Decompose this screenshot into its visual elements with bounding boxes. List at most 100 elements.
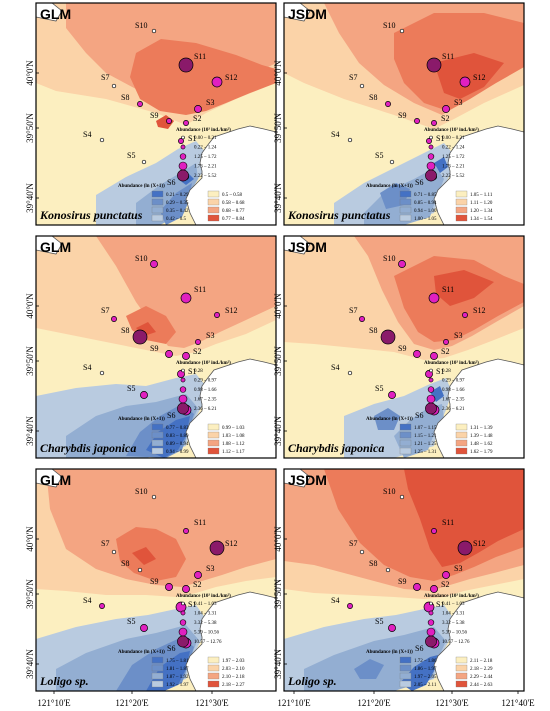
station-s2-label: S2 <box>193 114 201 123</box>
land-area-northwest <box>36 469 63 488</box>
fill-legend-label-3: 0.89 – 0.94 <box>166 442 189 447</box>
circle-legend-label-4: 5.39 – 10.56 <box>194 631 220 636</box>
fill-legend-swatch-1 <box>151 423 164 431</box>
station-s5-label: S5 <box>127 384 135 393</box>
station-s6-label: S6 <box>167 178 175 187</box>
y-tick-label-3-1-3: 39°40'N <box>25 649 35 679</box>
fill-legend-swatch-7 <box>207 439 220 447</box>
station-s10-marker <box>399 494 405 500</box>
fill-legend-label-8: 1.12 – 1.17 <box>222 450 245 455</box>
y-tick-label-2-2-2: 39°50'N <box>273 346 283 376</box>
station-s11-marker <box>428 292 440 304</box>
station-s9-marker <box>165 583 173 591</box>
station-s1-label: S1 <box>188 134 196 143</box>
fill-legend-swatch-8 <box>207 447 220 455</box>
model-label: GLM <box>40 472 71 488</box>
station-s11-marker <box>180 292 192 304</box>
circle-legend-label-2: 0.22 – 1.24 <box>194 146 217 151</box>
circle-legend-swatch-4 <box>178 161 188 171</box>
circle-legend-label-3: 3.32 – 5.38 <box>194 621 217 626</box>
fill-legend-swatch-5 <box>455 656 468 664</box>
fill-legend-label-1: 1.75 – 1.81 <box>166 659 189 664</box>
station-s11-label: S11 <box>442 285 454 294</box>
station-s1-label: S1 <box>188 600 196 609</box>
station-s10-label: S10 <box>135 254 147 263</box>
station-s1-label: S1 <box>436 600 444 609</box>
circle-legend-label-1: 0.28 <box>442 369 451 374</box>
circle-legend-swatch-4 <box>426 161 436 171</box>
fill-legend-label-3: 0.35 – 0.42 <box>166 209 189 214</box>
station-s9-marker <box>166 118 172 124</box>
station-s4-label: S4 <box>83 130 91 139</box>
station-s3-label: S3 <box>206 98 214 107</box>
fill-legend-title: Abundance (ln (X+1)) <box>366 650 413 655</box>
station-s4-marker <box>347 137 353 143</box>
contour-zone-8 <box>374 408 400 430</box>
fill-legend-swatch-4 <box>151 214 164 222</box>
fill-legend-swatch-1 <box>151 190 164 198</box>
fill-legend-label-7: 2.29 – 2.44 <box>470 675 493 680</box>
station-s6-label: S6 <box>167 644 175 653</box>
fill-legend: Abundance (ln (X+1))1.72 – 1.86 1.86 – 1.… <box>366 650 493 688</box>
circle-legend-label-3: 1.25 – 1.72 <box>194 155 217 160</box>
circle-legend-label-5: 2.22 – 5.52 <box>442 174 465 179</box>
y-tick-label-3-1-2: 39°50'N <box>25 579 35 609</box>
circle-legend-label-3: 0.98 – 1.66 <box>194 388 217 393</box>
fill-legend-label-8: 2.44 – 2.63 <box>470 683 493 688</box>
fill-legend-label-3: 1.21 – 1.25 <box>414 442 437 447</box>
fill-legend-swatch-8 <box>455 447 468 455</box>
circle-legend-label-5: 10.57 – 12.76 <box>194 640 222 645</box>
fill-legend: Abundance (ln (X+1))1.75 – 1.81 1.81 – 1.… <box>118 650 245 688</box>
station-s8-label: S8 <box>369 559 377 568</box>
station-s9-marker <box>165 350 173 358</box>
fill-legend-swatch-2 <box>151 664 164 672</box>
station-s5-label: S5 <box>127 151 135 160</box>
y-tick-label-1-2-1: 40°0'N <box>273 60 283 86</box>
circle-legend-label-1: 0.00 – 0.21 <box>442 136 465 141</box>
station-s2-label: S2 <box>441 580 449 589</box>
station-s5-marker <box>389 159 395 165</box>
station-s7-marker <box>111 316 117 322</box>
station-s9-label: S9 <box>150 577 158 586</box>
station-s1-marker <box>426 138 432 144</box>
fill-legend-label-7: 1.48 – 1.62 <box>470 442 493 447</box>
abundance-contour-layer: S1 S2 S3 S4 S5 S6 S7 S8 S9 S10 S11 S12 <box>36 236 276 458</box>
station-s12-marker <box>459 76 471 88</box>
station-s8-marker <box>132 329 148 345</box>
station-s4-label: S4 <box>331 363 339 372</box>
land-area-northwest <box>36 236 63 255</box>
station-s5-marker <box>140 624 148 632</box>
circle-legend-title: Abundance (10³ ind./km²) <box>176 127 231 133</box>
species-label: Konosirus punctatus <box>287 208 391 222</box>
fill-legend-swatch-1 <box>399 656 412 664</box>
contour-zone-3 <box>96 236 276 348</box>
station-s3-marker <box>443 339 449 345</box>
fill-legend-label-1: 1.07 – 1.15 <box>414 426 437 431</box>
fill-legend-label-6: 1.39 – 1.48 <box>470 434 493 439</box>
circle-legend-swatch-2 <box>428 377 434 383</box>
map-panel-glm-3: S1 S2 S3 S4 S5 S6 S7 S8 S9 S10 S11 S12 GLM Loligo sp.… <box>35 468 277 692</box>
fill-legend-label-2: 1.81 – 1.87 <box>166 667 189 672</box>
model-label: JSDM <box>288 239 327 255</box>
contour-zone-5 <box>434 53 504 99</box>
y-tick-label-3-1-1: 40°0'N <box>25 526 35 552</box>
panel-frame <box>283 2 525 226</box>
y-tick-label-3-2-2: 39°50'N <box>273 579 283 609</box>
fill-legend-swatch-8 <box>207 680 220 688</box>
station-s4-label: S4 <box>83 596 91 605</box>
station-s9-marker <box>413 583 421 591</box>
station-s2-label: S2 <box>441 114 449 123</box>
fill-legend-swatch-4 <box>151 680 164 688</box>
contour-zone-5 <box>404 469 524 567</box>
station-s2-marker <box>182 585 190 593</box>
circle-legend-label-1: 0.28 <box>194 369 203 374</box>
station-s12-label: S12 <box>225 73 237 82</box>
y-tick-label-1-1-3: 39°40'N <box>25 183 35 213</box>
land-area-northwest <box>284 3 311 22</box>
station-s12-label: S12 <box>473 306 485 315</box>
contour-zone-3 <box>46 469 276 587</box>
contour-zone-8 <box>160 183 192 225</box>
station-s10-label: S10 <box>135 487 147 496</box>
fill-legend-label-3: 1.97 – 2.05 <box>414 675 437 680</box>
station-s8-label: S8 <box>369 326 377 335</box>
